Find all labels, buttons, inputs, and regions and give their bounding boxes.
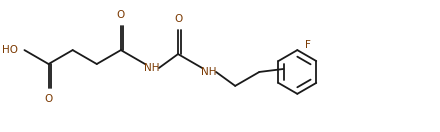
Text: F: F bbox=[305, 40, 311, 50]
Text: O: O bbox=[44, 94, 53, 104]
Text: HO: HO bbox=[3, 45, 18, 55]
Text: O: O bbox=[174, 14, 182, 24]
Text: NH: NH bbox=[144, 63, 160, 73]
Text: NH: NH bbox=[202, 67, 217, 77]
Text: O: O bbox=[117, 10, 125, 20]
